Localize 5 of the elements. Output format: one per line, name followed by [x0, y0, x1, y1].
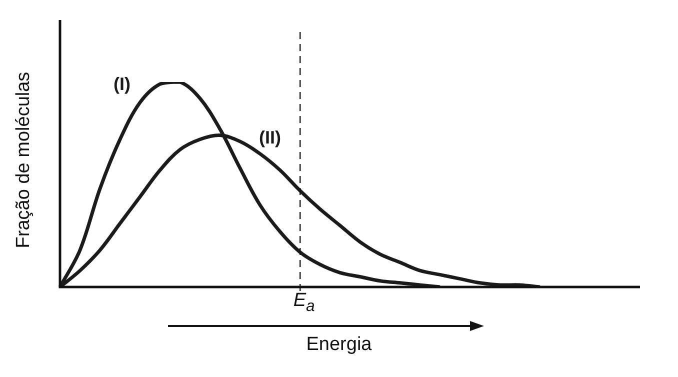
series-label: (I): [114, 74, 130, 94]
text: E$_{a}$: [293, 290, 315, 316]
y-axis-title: Fração de moléculas: [13, 72, 35, 248]
series-label: (II): [259, 127, 281, 148]
x-axis-title: Energia: [305, 334, 373, 356]
